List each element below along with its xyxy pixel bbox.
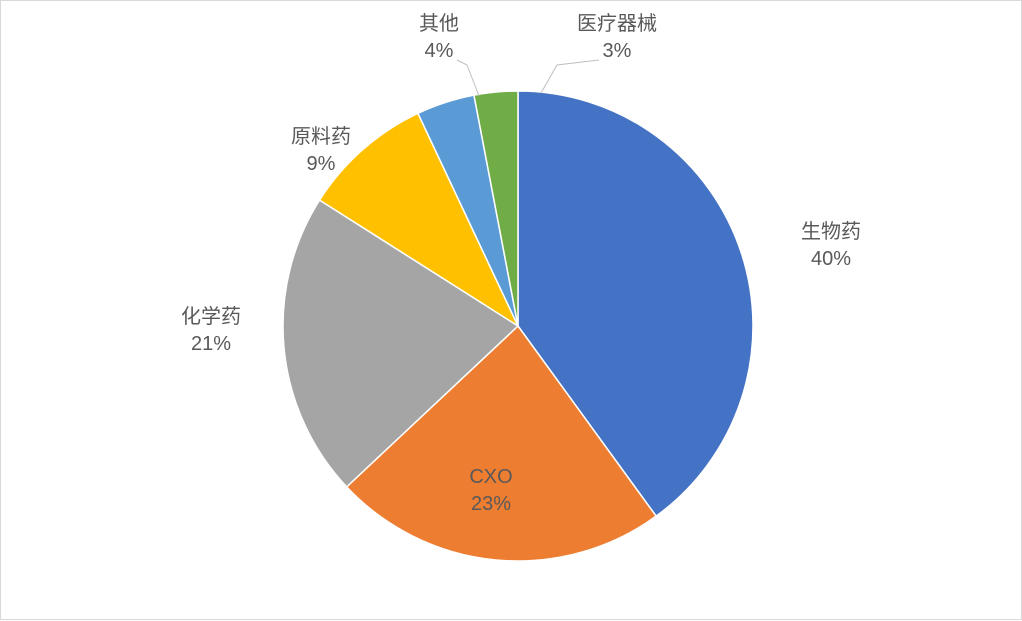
pie-chart-container: 生物药 40% CXO 23% 化学药 21% 原料药 9% 其他 4% 医疗器… (0, 0, 1022, 620)
pie-chart: 生物药 40% CXO 23% 化学药 21% 原料药 9% 其他 4% 医疗器… (1, 1, 1021, 619)
